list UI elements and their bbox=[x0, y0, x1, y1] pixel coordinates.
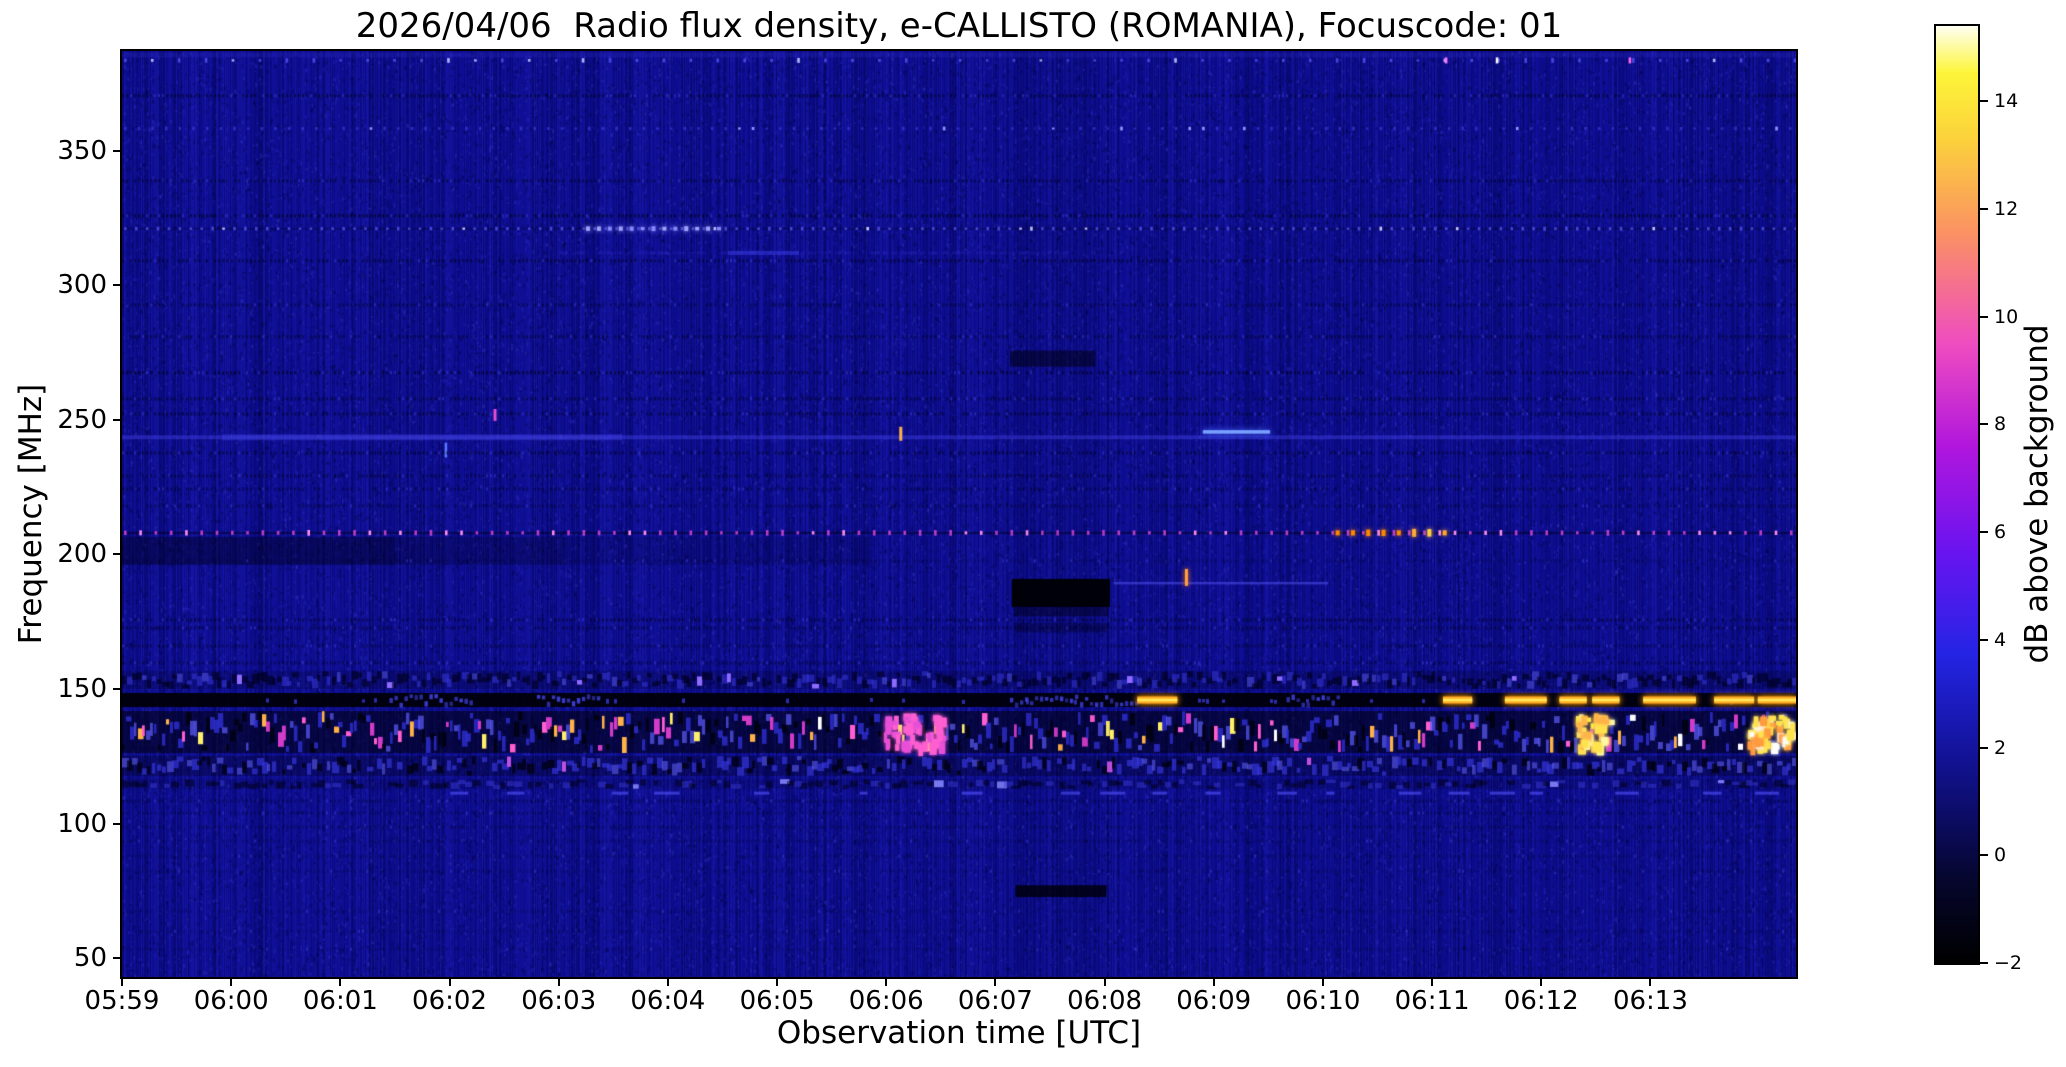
y-tick-label: 200 bbox=[57, 539, 107, 570]
x-tick-label: 06:03 bbox=[521, 986, 597, 1016]
x-tick-mark bbox=[557, 977, 560, 986]
x-tick-label: 05:59 bbox=[84, 986, 160, 1016]
y-tick-label: 150 bbox=[57, 673, 107, 704]
x-tick-mark bbox=[1649, 977, 1652, 986]
colorbar-tick-label: 4 bbox=[1994, 628, 2007, 651]
x-tick-mark bbox=[776, 977, 779, 986]
x-tick-mark bbox=[121, 977, 123, 986]
x-tick-mark bbox=[1431, 977, 1434, 986]
x-tick-mark bbox=[1540, 977, 1543, 986]
colorbar-tick-mark bbox=[1980, 638, 1988, 641]
x-tick-mark bbox=[339, 977, 342, 986]
spectrogram-canvas bbox=[122, 51, 1796, 977]
colorbar-tick-mark bbox=[1980, 854, 1988, 857]
x-tick-mark bbox=[994, 977, 997, 986]
colorbar-tick-label: 14 bbox=[1994, 90, 2019, 113]
x-tick-label: 06:08 bbox=[1067, 986, 1143, 1016]
colorbar-tick-label: 2 bbox=[1994, 736, 2007, 759]
y-tick-mark bbox=[113, 284, 122, 287]
y-tick-mark bbox=[113, 822, 122, 825]
colorbar-tick-mark bbox=[1980, 531, 1988, 534]
colorbar-tick-label: 8 bbox=[1994, 413, 2007, 436]
y-tick-mark bbox=[113, 957, 122, 960]
y-tick-label: 300 bbox=[57, 270, 107, 301]
x-tick-mark bbox=[666, 977, 669, 986]
x-tick-label: 06:04 bbox=[630, 986, 706, 1016]
x-tick-mark bbox=[1103, 977, 1106, 986]
y-tick-mark bbox=[113, 687, 122, 690]
x-tick-mark bbox=[230, 977, 233, 986]
x-tick-label: 06:13 bbox=[1612, 986, 1688, 1016]
colorbar-tick-mark bbox=[1980, 208, 1988, 211]
x-axis-label: Observation time [UTC] bbox=[776, 1015, 1142, 1051]
x-tick-label: 06:05 bbox=[739, 986, 815, 1016]
x-tick-label: 06:07 bbox=[957, 986, 1033, 1016]
colorbar-tick-label: 0 bbox=[1994, 844, 2007, 867]
colorbar-tick-label: 12 bbox=[1994, 198, 2019, 221]
x-tick-label: 06:01 bbox=[302, 986, 378, 1016]
y-tick-label: 100 bbox=[57, 808, 107, 839]
y-tick-mark bbox=[113, 149, 122, 152]
x-tick-label: 06:09 bbox=[1176, 986, 1252, 1016]
x-tick-label: 06:06 bbox=[848, 986, 924, 1016]
colorbar-tick-label: −2 bbox=[1994, 952, 2023, 974]
colorbar-tick-mark bbox=[1980, 746, 1988, 749]
y-tick-label: 50 bbox=[73, 943, 107, 974]
colorbar-tick-mark bbox=[1980, 962, 1988, 964]
x-tick-mark bbox=[448, 977, 451, 986]
colorbar-tick-label: 10 bbox=[1994, 305, 2019, 328]
y-tick-label: 250 bbox=[57, 404, 107, 435]
plot-area bbox=[120, 49, 1798, 979]
colorbar-tick-mark bbox=[1980, 315, 1988, 318]
y-tick-mark bbox=[113, 418, 122, 421]
colorbar-label: dB above background bbox=[2019, 324, 2055, 664]
x-tick-label: 06:12 bbox=[1503, 986, 1579, 1016]
x-tick-mark bbox=[1212, 977, 1215, 986]
colorbar-tick-label: 6 bbox=[1994, 521, 2007, 544]
chart-title: 2026/04/06 Radio flux density, e-CALLIST… bbox=[355, 6, 1563, 46]
x-tick-label: 06:02 bbox=[412, 986, 487, 1016]
x-tick-mark bbox=[1321, 977, 1324, 986]
colorbar-tick-mark bbox=[1980, 100, 1988, 103]
x-tick-label: 06:00 bbox=[193, 986, 269, 1016]
x-tick-label: 06:10 bbox=[1285, 986, 1361, 1016]
x-tick-mark bbox=[885, 977, 888, 986]
y-tick-label: 350 bbox=[57, 135, 107, 166]
y-tick-mark bbox=[113, 553, 122, 556]
colorbar-tick-mark bbox=[1980, 423, 1988, 426]
colorbar-gradient bbox=[1934, 24, 1980, 965]
x-tick-label: 06:11 bbox=[1394, 986, 1470, 1016]
